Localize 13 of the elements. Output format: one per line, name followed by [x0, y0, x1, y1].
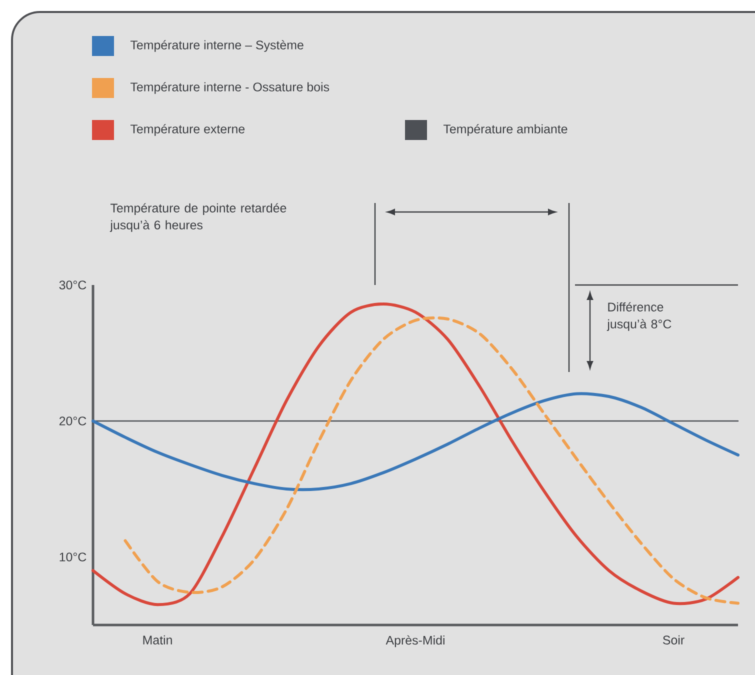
y-tick-label: 20°C [59, 416, 86, 426]
x-tick-label: Après-Midi [386, 635, 444, 648]
legend-label: Température ambiante [443, 124, 568, 136]
text: Température de pointe retardée jusqu’à 6 heures [110, 203, 286, 232]
x-tick-label: Soir [663, 635, 684, 644]
annotation: Différence jusqu’à 8°C [606, 302, 672, 331]
legend-label: Température interne – Système [130, 40, 304, 52]
legend-label: Température interne - Ossature bois [130, 82, 330, 94]
x-tick-label: Matin [143, 635, 172, 644]
y-tick-label: 30°C [59, 280, 86, 290]
line-series [92, 392, 740, 492]
legend-label: Température externe [130, 124, 245, 136]
y-tick-label: 10°C [60, 552, 86, 562]
